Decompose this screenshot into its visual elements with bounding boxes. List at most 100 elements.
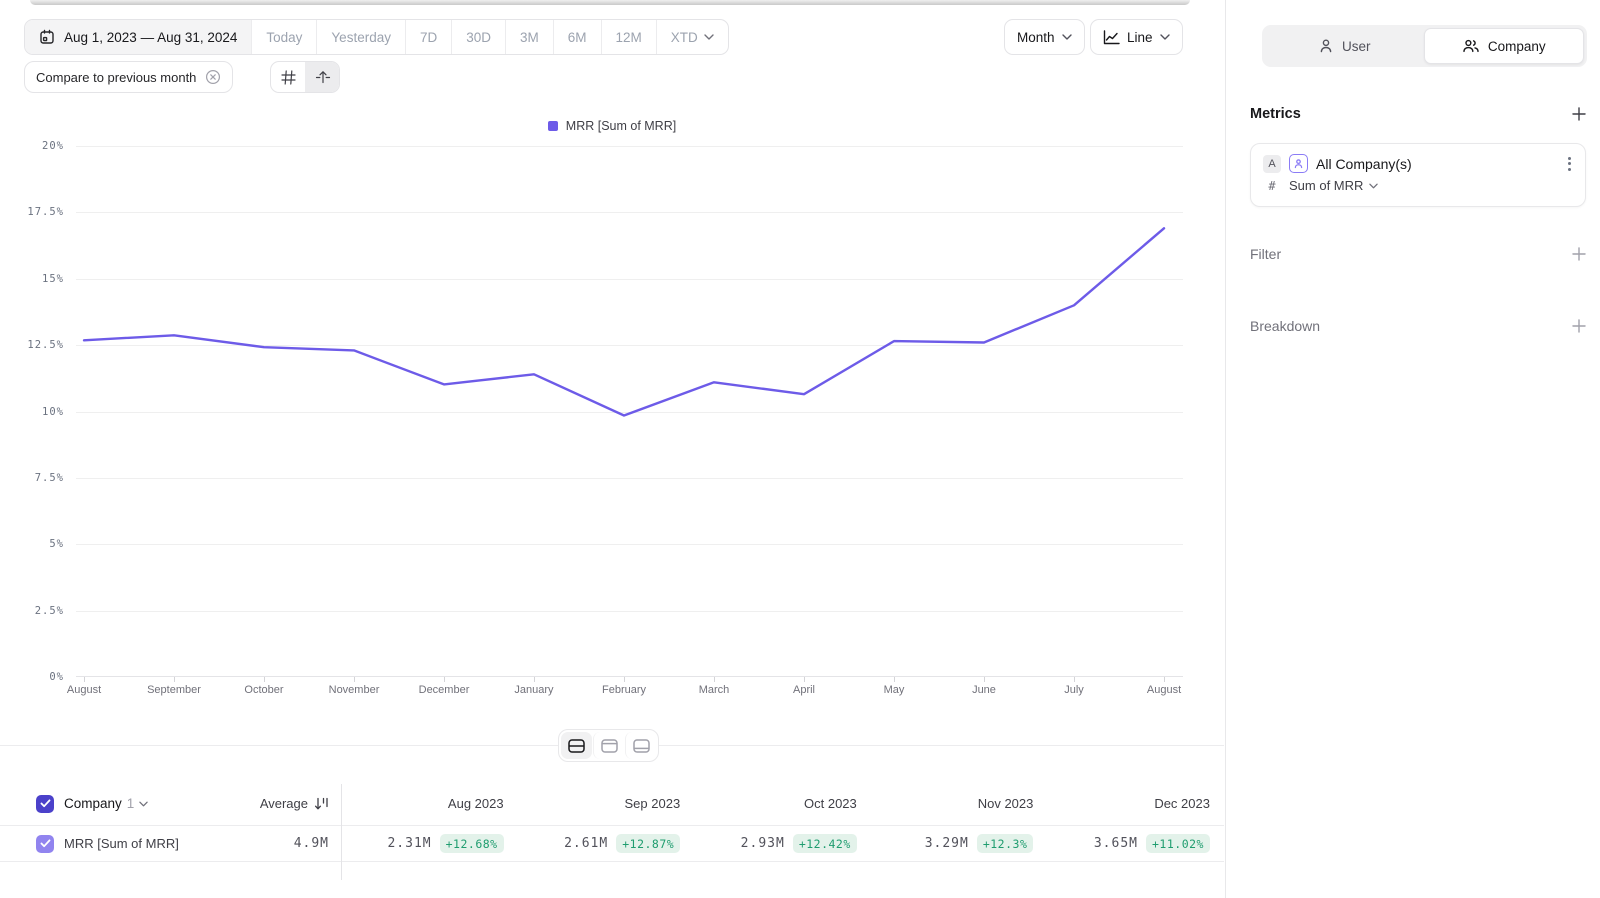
scope-company-option[interactable]: Company [1423,28,1584,64]
x-axis-tick [534,677,535,682]
cell-value: 2.93M [740,836,785,851]
scope-user-label: User [1341,38,1371,54]
y-axis-label: 12.5% [27,339,64,352]
results-table: Company 1 Average Aug 2023 Sep 2023 [0,782,1224,862]
x-axis-tick [264,677,265,682]
x-axis-label: October [244,684,284,696]
x-axis-label: February [601,684,647,696]
column-header[interactable]: Nov 2023 [977,796,1034,811]
layout-bottom-icon [632,738,650,753]
gridline [76,411,1183,413]
preset-6m[interactable]: 6M [552,20,601,54]
axis-flip-button[interactable] [305,62,339,92]
aggregation-dropdown[interactable]: Sum of MRR [1289,178,1379,193]
x-axis-tick [984,677,985,682]
date-range-group: Aug 1, 2023 — Aug 31, 2024 Today Yesterd… [24,19,729,55]
add-metric-button[interactable] [1572,107,1586,121]
chart-option-group [270,61,340,93]
chevron-down-icon [1061,34,1072,40]
metric-menu-button[interactable] [1566,155,1573,173]
calendar-icon [39,29,55,45]
add-breakdown-button[interactable] [1572,319,1586,333]
chart-type-label: Line [1127,29,1153,45]
metric-card[interactable]: A All Company(s) # Sum of MRR [1250,143,1586,207]
group-count: 1 [126,796,135,811]
legend-label: MRR [Sum of MRR] [565,119,677,133]
line-chart-icon [1103,29,1120,45]
compare-chip[interactable]: Compare to previous month [24,61,234,93]
preset-7d[interactable]: 7D [404,20,451,54]
preset-yesterday[interactable]: Yesterday [316,20,405,54]
chevron-down-icon [704,34,714,40]
y-axis-label: 20% [42,140,64,152]
layout-top-icon [600,738,618,753]
chart-x-ticks [76,677,1183,683]
group-by-dropdown[interactable]: Company 1 [64,796,149,811]
grid-icon [280,69,296,85]
preset-xtd-dropdown[interactable]: XTD [655,20,728,54]
scope-toggle: User Company [1262,25,1587,67]
layout-table-only-button[interactable] [625,732,656,759]
table-header-row: Company 1 Average Aug 2023 Sep 2023 [0,782,1224,826]
gridline [76,676,1183,677]
y-axis-label: 5% [49,538,64,551]
y-axis-label: 15% [42,272,64,285]
add-filter-button[interactable] [1572,247,1586,261]
metrics-section-header: Metrics [1250,106,1586,122]
select-all-checkbox[interactable] [36,794,54,813]
x-axis-label: May [883,684,905,696]
breakdown-title: Breakdown [1250,318,1321,334]
column-header[interactable]: Sep 2023 [624,796,681,811]
y-axis-label: 2.5% [34,604,64,617]
column-header[interactable]: Oct 2023 [804,796,857,811]
x-axis-label: August [66,684,102,696]
date-range-button[interactable]: Aug 1, 2023 — Aug 31, 2024 [25,20,252,54]
granularity-label: Month [1017,29,1055,45]
sidebar-divider [1225,0,1226,898]
metric-letter-badge: A [1263,154,1281,173]
remove-compare-icon[interactable] [205,69,221,85]
grid-toggle-button[interactable] [271,62,305,92]
company-icon [1462,38,1480,54]
preset-today[interactable]: Today [251,20,316,54]
preset-12m[interactable]: 12M [600,20,656,54]
preset-30d[interactable]: 30D [451,20,505,54]
x-axis-label: December [418,684,470,696]
average-value: 4.9M [293,836,329,851]
cell-value: 2.31M [387,836,432,851]
aggregation-label: Sum of MRR [1289,178,1364,193]
metrics-title: Metrics [1250,106,1301,122]
granularity-dropdown[interactable]: Month [1004,19,1085,55]
column-header[interactable]: Aug 2023 [447,796,504,811]
x-axis-tick [804,677,805,682]
gridline [76,146,1183,147]
user-icon [1318,38,1334,54]
scope-user-option[interactable]: User [1265,28,1424,64]
x-axis-tick [894,677,895,682]
table-row[interactable]: MRR [Sum of MRR] 4.9M 2.31M +12.68% 2.61… [0,826,1224,862]
layout-chart-only-button[interactable] [593,732,624,759]
legend-swatch [547,121,558,131]
gridline [76,345,1183,347]
preset-3m[interactable]: 3M [505,20,553,54]
gridline [76,278,1183,280]
gridline [76,610,1183,612]
table-column-divider [341,784,342,880]
scope-company-label: Company [1487,38,1546,54]
x-axis-label: March [698,684,730,696]
chart-type-dropdown[interactable]: Line [1090,19,1183,55]
column-header[interactable]: Dec 2023 [1154,796,1210,811]
date-range-label: Aug 1, 2023 — Aug 31, 2024 [64,29,238,45]
gridline [76,477,1183,479]
sort-icon[interactable] [314,797,329,811]
cell-value: 2.61M [564,836,609,851]
chevron-down-icon [139,801,149,807]
x-axis-label: June [972,684,996,696]
group-label: Company [64,796,122,811]
y-axis-label: 0% [49,671,64,683]
row-checkbox[interactable] [36,834,54,853]
layout-split-button[interactable] [561,732,592,759]
delta-badge: +12.68% [439,834,504,853]
cell-value: 3.29M [924,836,969,851]
